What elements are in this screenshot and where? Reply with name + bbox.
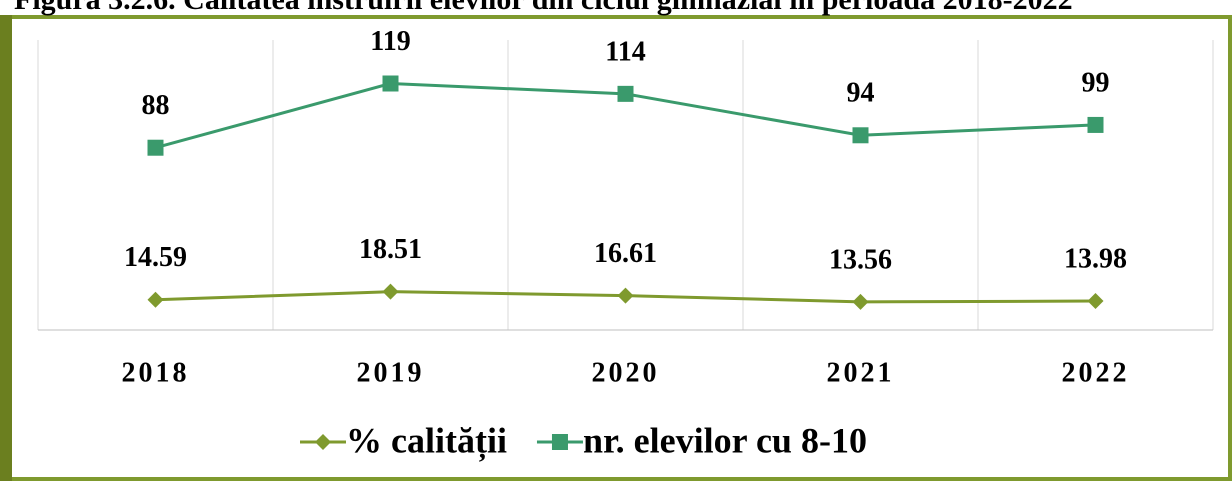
data-point [852, 127, 869, 144]
x-tick-label: 2019 [357, 357, 425, 388]
x-tick-label: 2020 [592, 357, 660, 388]
data-point [617, 85, 634, 102]
legend-marker [315, 434, 331, 450]
data-label: 114 [605, 36, 645, 67]
data-label: 16.61 [594, 238, 657, 269]
data-label: 119 [370, 26, 410, 57]
legend-label: nr. elevilor cu 8-10 [583, 420, 867, 460]
x-tick-label: 2021 [827, 357, 895, 388]
x-tick-label: 2018 [122, 357, 190, 388]
frame-bar [0, 15, 12, 481]
legend-marker [551, 434, 568, 450]
data-label: 13.56 [829, 244, 892, 275]
data-point [1087, 116, 1104, 133]
data-point [852, 293, 869, 310]
data-point [382, 75, 399, 92]
data-label: 88 [142, 90, 170, 121]
data-point [382, 283, 399, 300]
data-label: 99 [1082, 67, 1110, 98]
chart-title: Figura 3.2.6. Calitatea instruirii elevi… [14, 0, 1073, 16]
data-point [147, 139, 164, 156]
data-label: 13.98 [1064, 243, 1127, 274]
data-label: 94 [847, 78, 875, 109]
data-point [617, 287, 634, 304]
x-tick-label: 2022 [1062, 357, 1130, 388]
legend-label: % calității [346, 420, 507, 461]
data-label: 18.51 [359, 234, 422, 265]
data-label: 14.59 [124, 242, 187, 273]
data-point [1087, 293, 1104, 310]
data-point [147, 291, 164, 308]
